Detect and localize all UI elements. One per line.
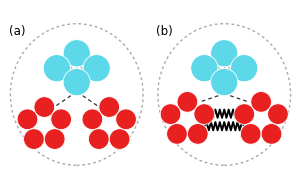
Circle shape (17, 109, 38, 130)
Circle shape (211, 40, 238, 67)
Circle shape (177, 91, 198, 112)
Circle shape (268, 104, 288, 124)
Circle shape (44, 129, 65, 149)
Circle shape (167, 124, 187, 144)
Circle shape (240, 124, 261, 144)
Circle shape (82, 109, 103, 130)
Circle shape (231, 55, 258, 82)
Circle shape (43, 55, 70, 82)
Circle shape (83, 55, 110, 82)
Circle shape (99, 97, 119, 117)
Text: (b): (b) (157, 25, 173, 38)
Circle shape (191, 55, 218, 82)
Circle shape (63, 69, 90, 96)
Circle shape (261, 124, 282, 144)
Text: (a): (a) (9, 25, 25, 38)
Circle shape (211, 69, 238, 96)
Circle shape (194, 104, 215, 124)
Circle shape (88, 129, 109, 149)
Circle shape (34, 97, 55, 117)
Circle shape (51, 109, 71, 130)
Circle shape (160, 104, 181, 124)
Circle shape (251, 91, 272, 112)
Circle shape (234, 104, 255, 124)
Circle shape (63, 40, 90, 67)
Circle shape (109, 129, 130, 149)
Circle shape (23, 129, 44, 149)
Circle shape (188, 124, 208, 144)
Circle shape (116, 109, 136, 130)
